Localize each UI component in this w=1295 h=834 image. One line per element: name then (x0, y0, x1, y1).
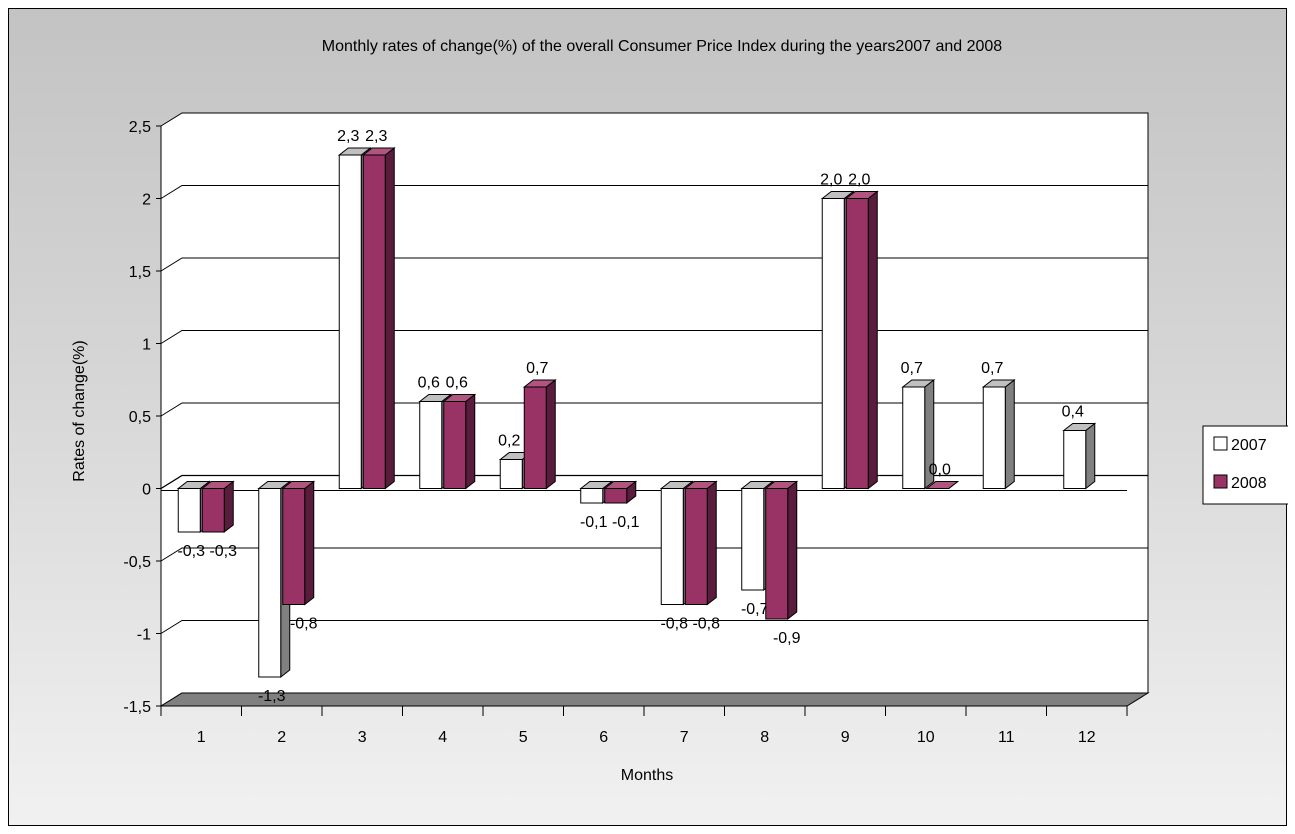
bar-2007-3 (338, 154, 362, 489)
y-tick-label: 0 (142, 482, 151, 499)
legend-label-2008: 2008 (1231, 475, 1267, 492)
x-tick-label: 9 (841, 729, 850, 746)
bar-side (223, 480, 234, 534)
wall-outline (182, 112, 1149, 693)
bar-2008-1 (201, 488, 225, 533)
data-label: -0,8 (660, 616, 688, 633)
y-tick-label: 2 (142, 192, 151, 209)
chart-svg: Monthly rates of change(%) of the overal… (71, 38, 1288, 784)
x-tick-label: 2 (277, 729, 286, 746)
data-label: -0,7 (741, 601, 769, 618)
x-axis-label: Months (621, 767, 673, 784)
bar-side (1085, 422, 1096, 490)
bar-2007-1 (177, 488, 201, 533)
data-label: -0,8 (692, 616, 720, 633)
y-tick-label: 0,5 (129, 409, 151, 426)
y-tick-label: -0,5 (123, 554, 151, 571)
bar-side (706, 480, 717, 606)
legend: 2007 2008 (1202, 425, 1288, 505)
bar-side (867, 190, 878, 490)
x-tick-label: 7 (680, 729, 689, 746)
data-label: 0,7 (526, 360, 548, 377)
x-tick-label: 11 (998, 729, 1015, 746)
x-tick-label: 4 (438, 729, 447, 746)
bar-2007-5 (499, 459, 523, 489)
bar-2008-2 (282, 488, 306, 605)
y-tick-label: 2,5 (129, 119, 151, 136)
plot-area: -1,5-1-0,500,511,522,51 2 3 4 5 6 7 8 9 10 11 12-0,… (123, 112, 1150, 746)
bar-side (787, 480, 798, 621)
y-tick-label: -1 (137, 627, 151, 644)
bar-2007-10 (902, 386, 926, 489)
bar-2007-11 (982, 386, 1006, 489)
y-tick-label: 1 (142, 337, 151, 354)
data-label: 0,7 (901, 360, 923, 377)
legend-label-2007: 2007 (1231, 437, 1267, 454)
chart-title: Monthly rates of change(%) of the overal… (322, 38, 1002, 55)
x-tick-label: 10 (917, 729, 935, 746)
data-label: 2,0 (820, 172, 842, 189)
bar-side (465, 393, 476, 490)
gridline (160, 185, 1148, 199)
back-wall (161, 113, 1148, 706)
legend-swatch-2007 (1213, 436, 1228, 451)
x-tick-label: 5 (519, 729, 528, 746)
bar-2007-6 (580, 488, 604, 504)
x-tick-label: 8 (760, 729, 769, 746)
bar-2007-9 (821, 198, 845, 489)
bar-side (545, 378, 556, 490)
bar-side (1004, 378, 1015, 490)
bar-side (304, 480, 315, 606)
data-label: 0,0 (929, 462, 951, 479)
data-label: -0,9 (773, 630, 801, 647)
bar-2008-5 (523, 386, 547, 489)
legend-swatch-2008 (1213, 474, 1228, 489)
data-label: -1,3 (258, 688, 286, 705)
bar-2007-2 (258, 488, 282, 678)
data-label: 2,3 (365, 128, 387, 145)
data-label: -0,3 (209, 543, 237, 560)
gridline (160, 547, 1148, 562)
data-label: 0,4 (1062, 404, 1084, 421)
bar-2008-3 (362, 154, 386, 489)
data-label: -0,1 (580, 514, 608, 531)
bar-2008-4 (443, 401, 467, 489)
data-label: 0,6 (446, 375, 468, 392)
y-axis-label: Rates of change(%) (71, 340, 88, 481)
bar-2007-7 (660, 488, 684, 605)
gridline (160, 620, 1148, 634)
data-label: -0,8 (290, 616, 318, 633)
bar-2008-7 (684, 488, 708, 605)
bar-2008-9 (845, 198, 869, 489)
chart-area: Monthly rates of change(%) of the overal… (8, 8, 1288, 826)
y-tick-label: 1,5 (129, 264, 151, 281)
x-tick-label: 3 (358, 729, 367, 746)
data-label: 0,7 (981, 360, 1003, 377)
floor (159, 692, 1150, 707)
data-label: -0,1 (612, 514, 640, 531)
x-tick-label: 1 (197, 729, 206, 746)
data-label: 0,6 (418, 375, 440, 392)
bar-2008-8 (765, 488, 789, 620)
x-tick-label: 6 (599, 729, 608, 746)
bar-2008-6 (604, 488, 628, 504)
data-label: 2,3 (337, 128, 359, 145)
bar-2007-8 (741, 488, 765, 591)
data-label: -0,3 (177, 543, 205, 560)
bar-2007-4 (419, 401, 443, 489)
y-tick-label: -1,5 (123, 699, 151, 716)
bar-2007-12 (1063, 430, 1087, 489)
data-label: 2,0 (848, 172, 870, 189)
data-label: 0,2 (498, 433, 520, 450)
x-tick-label: 12 (1078, 729, 1096, 746)
bar-side (384, 146, 395, 490)
